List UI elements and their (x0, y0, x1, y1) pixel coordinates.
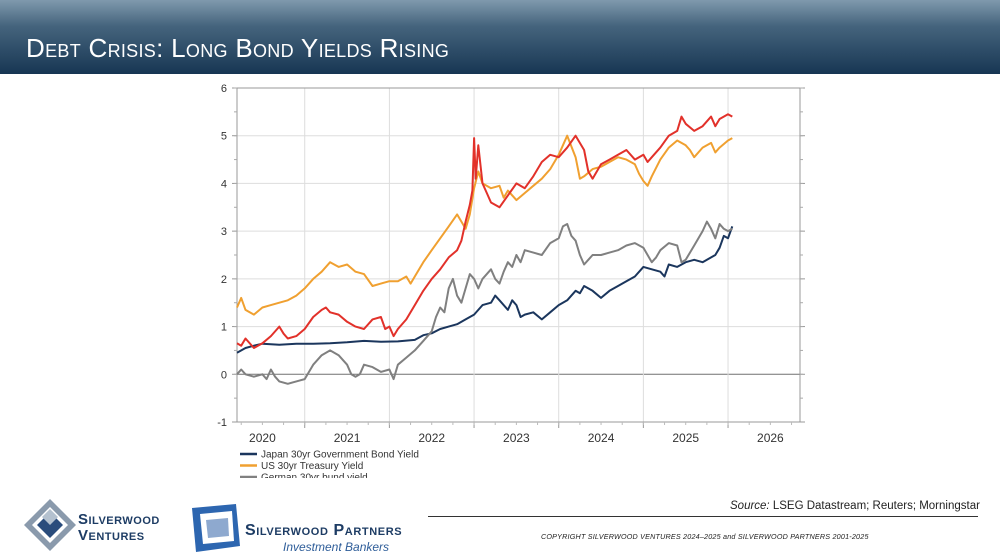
chart-axes: -1-1001122334455662020202120222023202420… (217, 83, 805, 445)
x-tick-label: 2026 (757, 431, 784, 445)
series-line-2 (236, 220, 733, 385)
legend-label-2: German 30yr bund yield (261, 473, 368, 479)
x-tick-label: 2020 (249, 431, 276, 445)
x-tick-label: 2024 (588, 431, 615, 445)
chart-lines (236, 113, 734, 385)
x-tick-label: 2023 (503, 431, 530, 445)
source-note: Source: LSEG Datastream; Reuters; Mornin… (730, 500, 980, 512)
logo-ventures-text: Silverwood Ventures (78, 512, 160, 544)
footer-divider (428, 516, 978, 517)
copyright-text: COPYRIGHT SILVERWOOD VENTURES 2024–2025 … (541, 532, 869, 541)
y-tick-left: 1 (221, 322, 227, 334)
y-tick-left: 0 (221, 369, 227, 381)
x-tick-label: 2025 (672, 431, 699, 445)
legend-label-1: US 30yr Treasury Yield (261, 461, 363, 472)
x-tick-label: 2022 (418, 431, 445, 445)
title-bar: Debt Crisis: Long Bond Yields Rising (0, 0, 1000, 74)
logo-partners-name: Silverwood Partners (245, 522, 403, 539)
source-label: Source: (730, 500, 770, 512)
silverwood-partners-logo (192, 504, 240, 552)
logo-ventures-line2: Ventures (78, 527, 145, 544)
logo-ventures-line1: Silverwood (78, 511, 160, 528)
y-tick-left: 4 (221, 178, 227, 190)
source-text: LSEG Datastream; Reuters; Morningstar (772, 500, 980, 512)
silverwood-ventures-logo (24, 499, 76, 551)
series-line-0 (236, 226, 734, 354)
x-tick-label: 2021 (334, 431, 361, 445)
y-tick-left: 2 (221, 274, 227, 286)
page-title: Debt Crisis: Long Bond Yields Rising (26, 33, 450, 63)
yield-chart: -1-1001122334455662020202120222023202420… (217, 83, 805, 479)
legend-label-0: Japan 30yr Government Bond Yield (261, 450, 419, 461)
y-tick-left: -1 (217, 417, 227, 429)
series-line-1 (236, 134, 733, 316)
y-tick-left: 5 (221, 131, 227, 143)
y-tick-left: 3 (221, 226, 227, 238)
series-line-3 (236, 113, 733, 349)
y-tick-left: 6 (221, 83, 227, 95)
logo-partners-tagline: Investment Bankers (283, 540, 390, 554)
